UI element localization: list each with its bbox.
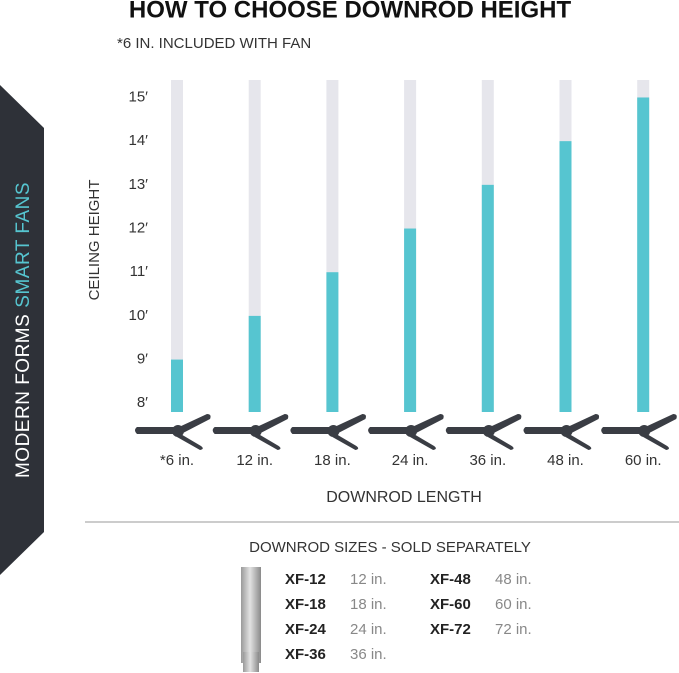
y-tick-label: 15′	[129, 88, 149, 105]
y-tick-label: 13′	[129, 176, 149, 193]
size-code: XF-60	[430, 596, 471, 613]
fan-blade	[445, 427, 488, 434]
fan-blade	[179, 414, 211, 433]
fan-icon	[601, 414, 677, 450]
fan-icon	[212, 414, 289, 450]
y-tick-label: 9′	[137, 351, 148, 368]
size-code: XF-24	[285, 621, 327, 638]
y-tick-label: 12′	[129, 219, 149, 236]
fan-icon	[445, 414, 522, 450]
bar	[326, 272, 339, 412]
fan-hub	[249, 425, 262, 437]
size-code: XF-36	[285, 646, 326, 663]
bar-track	[171, 80, 183, 412]
x-tick-label: 48 in.	[547, 452, 584, 469]
size-length: 18 in.	[350, 596, 387, 613]
size-length: 72 in.	[495, 621, 532, 638]
y-tick-label: 10′	[129, 307, 149, 324]
y-tick-label: 8′	[137, 394, 148, 411]
y-tick-label: 14′	[129, 132, 149, 149]
brand-tagline: SMART FANS	[13, 182, 34, 308]
fan-icon	[523, 414, 600, 450]
fan-blade	[177, 433, 203, 450]
bar	[559, 141, 572, 412]
size-length: 36 in.	[350, 646, 387, 663]
side-banner	[0, 85, 44, 575]
fan-blade	[254, 433, 281, 450]
fan-hub	[560, 425, 573, 437]
bar	[481, 184, 494, 412]
fan-blade	[523, 427, 566, 434]
x-tick-label: 60 in.	[625, 452, 662, 469]
fan-blade	[332, 433, 359, 450]
size-code: XF-72	[430, 621, 471, 638]
chart-subtitle: *6 IN. INCLUDED WITH FAN	[117, 35, 311, 52]
fan-blade	[489, 414, 522, 433]
downrod-end	[243, 652, 259, 672]
fan-blade	[487, 433, 514, 450]
fan-icon	[368, 414, 444, 450]
bar	[248, 315, 261, 412]
fan-blade	[212, 427, 255, 434]
fan-blade	[410, 433, 436, 450]
size-length: 60 in.	[495, 596, 532, 613]
brand-name: MODERN FORMS	[13, 314, 34, 478]
bar	[171, 359, 183, 412]
fan-blade	[368, 427, 411, 434]
fan-hub	[405, 425, 418, 437]
fan-blade	[135, 427, 177, 434]
sizes-title: DOWNROD SIZES - SOLD SEPARATELY	[249, 539, 531, 556]
x-tick-label: 12 in.	[236, 452, 273, 469]
size-code: XF-18	[285, 596, 326, 613]
fan-blade	[290, 427, 333, 434]
x-tick-label: 24 in.	[392, 452, 429, 469]
sizes-list: XF-12 12 in. XF-18 18 in. XF-24 24 in. XF-36 36…	[285, 571, 532, 663]
fan-blade	[601, 427, 644, 434]
size-length: 48 in.	[495, 571, 532, 588]
x-tick-label: 36 in.	[469, 452, 506, 469]
y-tick-label: 11′	[130, 263, 149, 280]
size-length: 12 in.	[350, 571, 387, 588]
fan-blade	[412, 414, 444, 433]
fan-icon	[135, 414, 211, 450]
fan-hub	[638, 425, 651, 437]
fan-blade	[643, 433, 669, 450]
fan-blade	[256, 414, 289, 433]
size-code: XF-12	[285, 571, 326, 588]
downrod-image	[241, 567, 261, 663]
fan-hub	[482, 425, 495, 437]
x-axis-label: DOWNROD LENGTH	[326, 489, 482, 506]
size-length: 24 in.	[350, 621, 387, 638]
chart-title: HOW TO CHOOSE DOWNROD HEIGHT	[129, 0, 572, 23]
fan-blade	[334, 414, 366, 433]
size-code: XF-48	[430, 571, 471, 588]
fan-blade	[565, 433, 592, 450]
fan-hub	[172, 425, 184, 437]
fan-blade	[645, 414, 677, 433]
x-tick-label: *6 in.	[160, 452, 194, 469]
y-axis-label: CEILING HEIGHT	[86, 180, 103, 301]
bar	[404, 228, 417, 412]
x-tick-label: 18 in.	[314, 452, 351, 469]
fan-blade	[567, 414, 600, 433]
fan-hub	[327, 425, 340, 437]
bar	[637, 97, 650, 412]
brand-text: MODERN FORMS SMART FANS	[13, 182, 34, 478]
fan-icon	[290, 414, 366, 450]
